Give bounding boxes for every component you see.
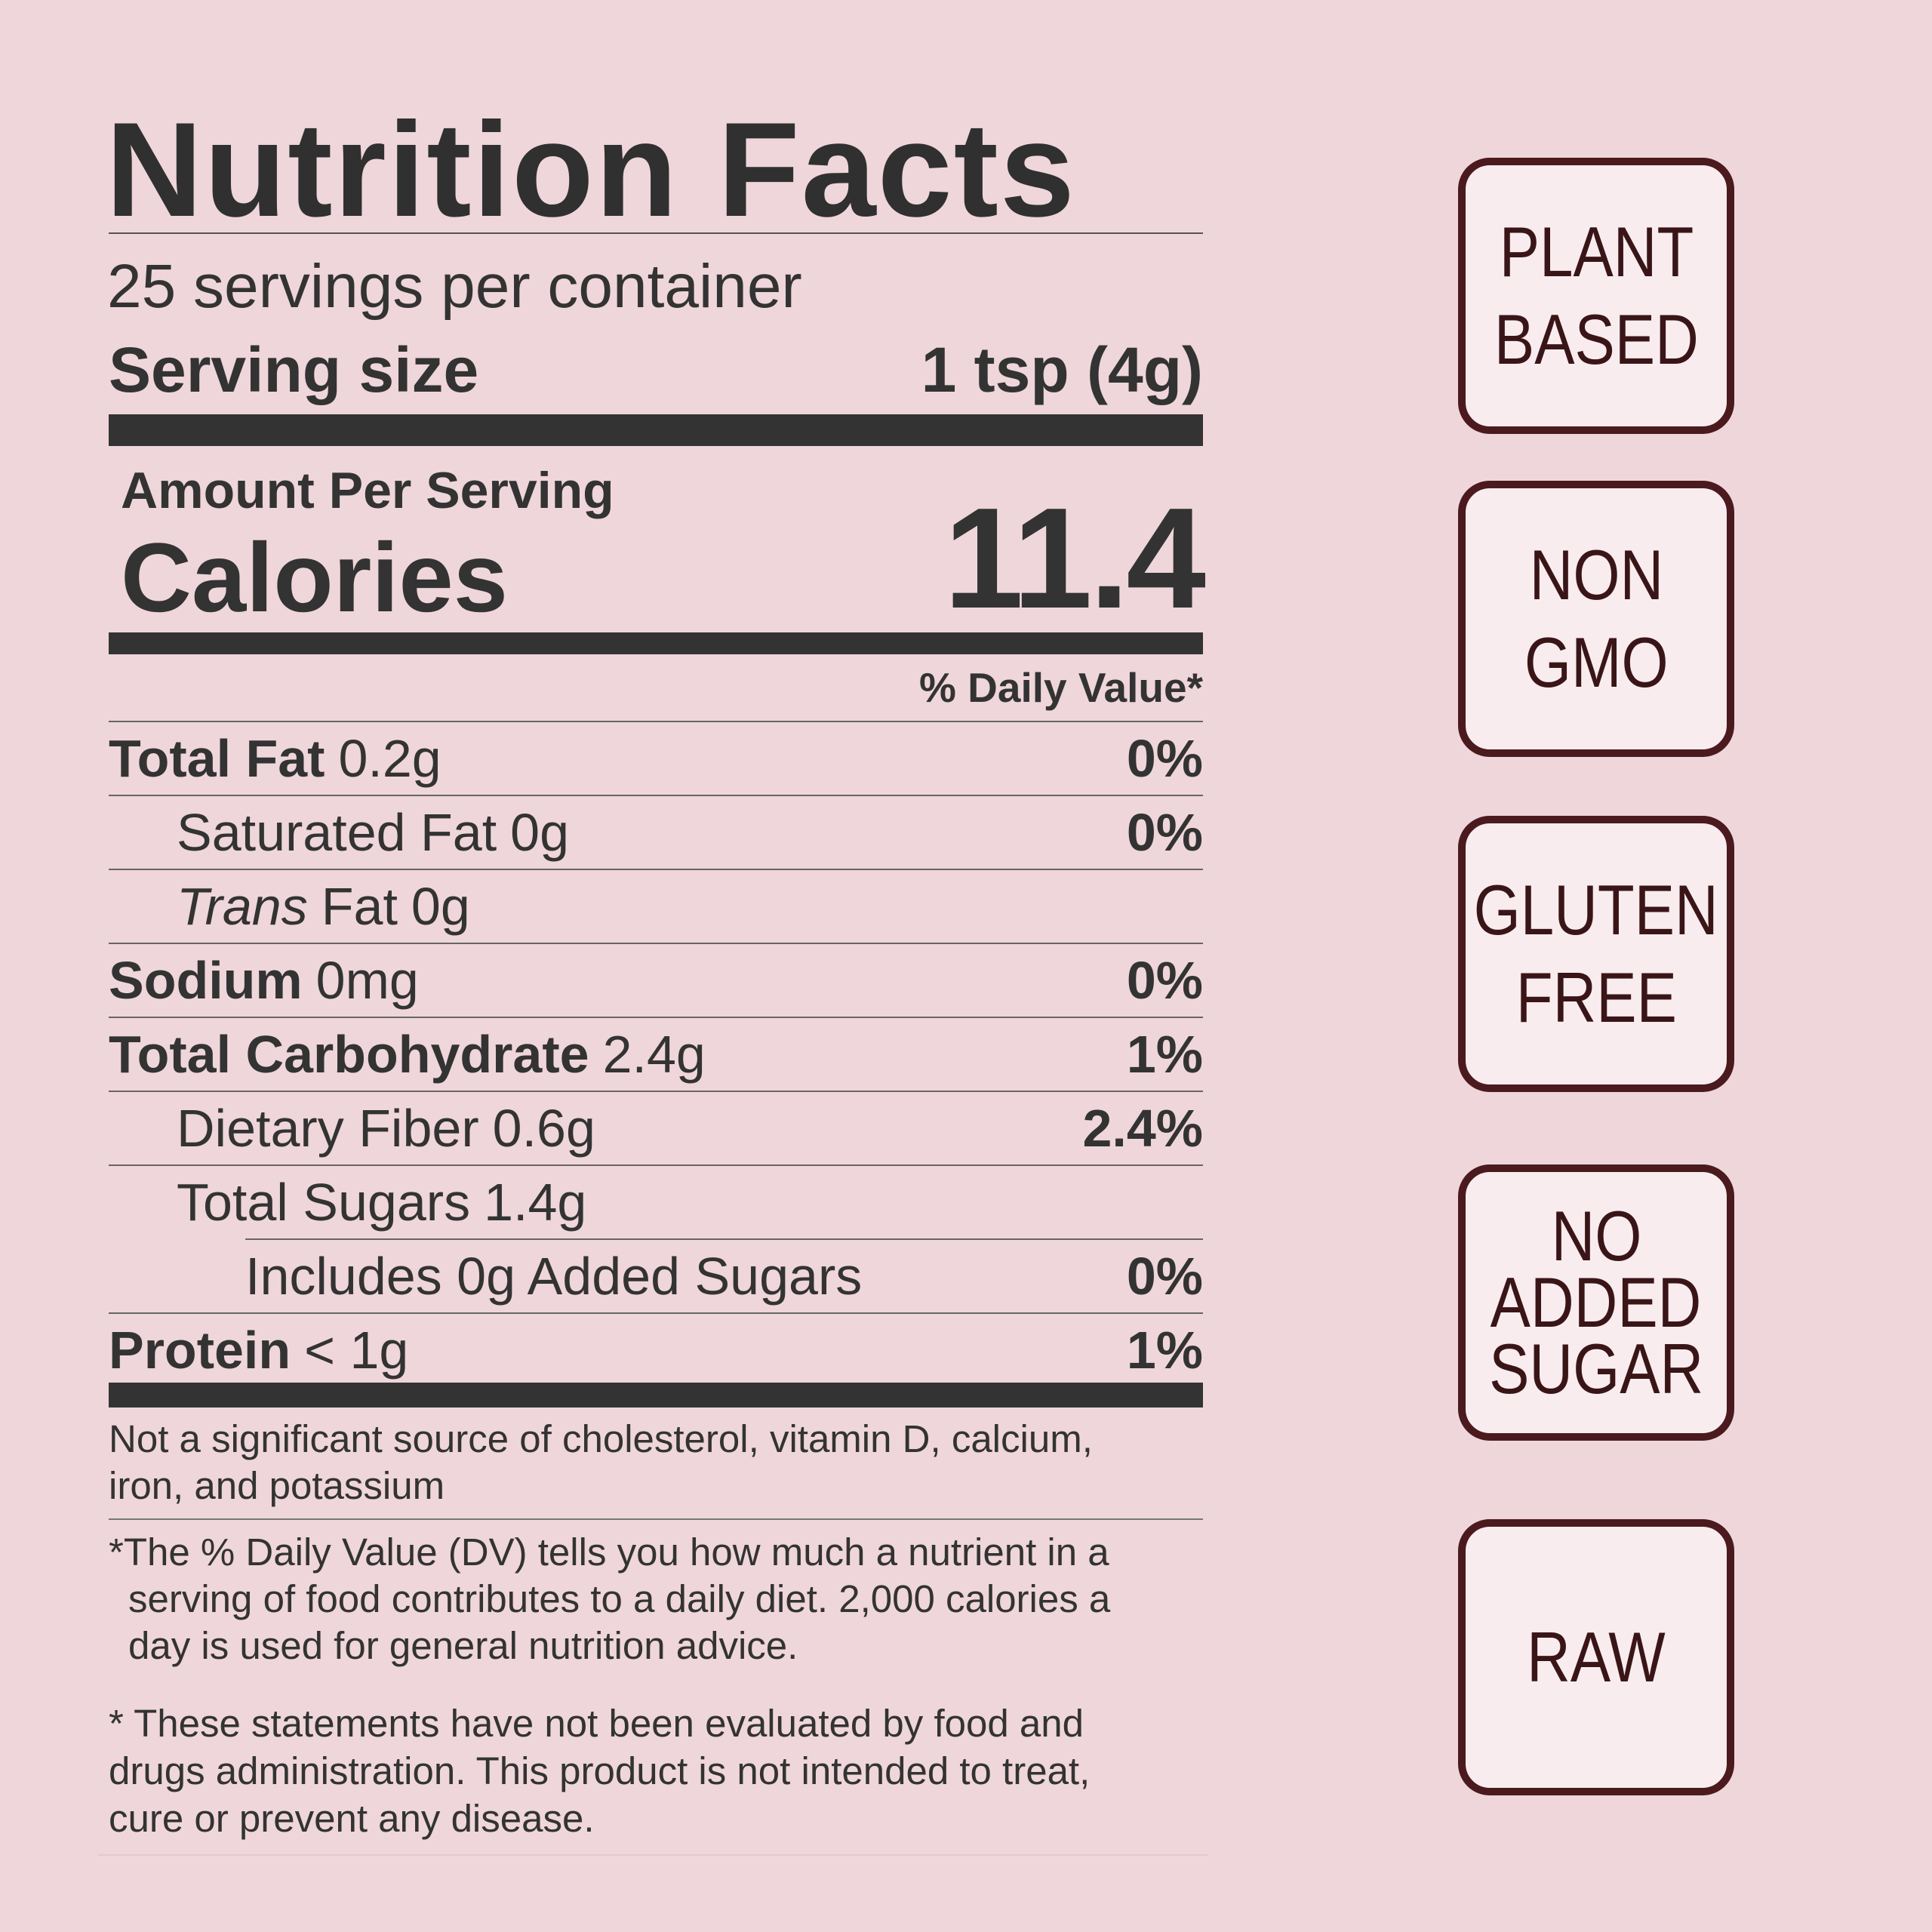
badge-text: NON: [1529, 535, 1663, 614]
badge: NO ADDED SUGAR: [1458, 1164, 1734, 1441]
nutrient-name-group: Sodium 0mg: [109, 950, 419, 1011]
badge: RAW: [1458, 1519, 1734, 1795]
nutrient-name: Total Carbohydrate: [109, 1025, 589, 1084]
badge: NON GMO: [1458, 481, 1734, 757]
nutrient-amount: 0.6g: [492, 1099, 595, 1158]
badge-text: ADDED: [1491, 1263, 1702, 1342]
rule: [109, 1518, 1203, 1520]
nutrient-row: Trans Fat 0g: [109, 869, 1203, 943]
daily-value: 0%: [1126, 729, 1203, 788]
daily-value: 1%: [1126, 1025, 1203, 1084]
thick-bar: [109, 414, 1203, 446]
nutrient-amount: 0mg: [315, 951, 419, 1010]
serving-size-value: 1 tsp (4g): [921, 334, 1203, 405]
badge: GLUTEN FREE: [1458, 816, 1734, 1092]
nutrient-row: Total Sugars 1.4g: [109, 1164, 1203, 1238]
nutrient-amount: 0g: [510, 803, 570, 862]
nutrient-name: Sodium: [109, 951, 303, 1010]
nutrient-name-italic: Trans: [177, 877, 308, 936]
nutrient-name-group: Total Sugars 1.4g: [177, 1172, 586, 1232]
footnote: *The % Daily Value (DV) tells you how mu…: [109, 1531, 1111, 1667]
title: Nutrition Facts: [106, 94, 1076, 245]
thick-bar: [109, 632, 1203, 654]
daily-value: 2.4%: [1082, 1099, 1203, 1158]
badge-text: NO: [1551, 1196, 1641, 1275]
nutrient-row: Dietary Fiber 0.6g 2.4%: [109, 1091, 1203, 1164]
nutrient-name-group: Saturated Fat 0g: [177, 802, 569, 863]
dv-header: % Daily Value*: [918, 664, 1203, 711]
nutrient-amount: 0g: [411, 877, 470, 936]
nutrient-name: Total Sugars: [177, 1173, 471, 1232]
badge-text: GLUTEN: [1473, 870, 1719, 949]
nutrient-name: Includes 0g Added Sugars: [245, 1247, 863, 1306]
nutrient-name: Saturated Fat: [177, 803, 497, 862]
badge-text: BASED: [1494, 300, 1699, 379]
badge: PLANT BASED: [1458, 158, 1734, 434]
nutrient-name: Total Fat: [109, 729, 325, 788]
nutrient-amount: 2.4g: [602, 1025, 706, 1084]
nutrient-name-group: Dietary Fiber 0.6g: [177, 1098, 595, 1158]
nutrient-row: Protein < 1g 1%: [109, 1312, 1203, 1386]
daily-value: 0%: [1126, 1247, 1203, 1306]
badge-text: GMO: [1524, 623, 1669, 702]
amount-per-serving: Amount Per Serving: [121, 462, 614, 519]
badge-text: SUGAR: [1488, 1329, 1704, 1408]
nutrient-amount: 1.4g: [484, 1173, 587, 1232]
servings: 25 servings per container: [107, 252, 802, 321]
nutrient-name-group: Protein < 1g: [109, 1320, 408, 1380]
badge-text: PLANT: [1499, 212, 1694, 291]
nutrient-name-group: Total Fat 0.2g: [109, 728, 441, 789]
rule: [109, 232, 1203, 234]
daily-value: 1%: [1126, 1321, 1203, 1380]
nutrient-amount: 0.2g: [338, 729, 441, 788]
nutrient-row: Sodium 0mg 0%: [109, 943, 1203, 1017]
calories-label: Calories: [121, 522, 509, 632]
daily-value: 0%: [1126, 951, 1203, 1010]
footnote: * These statements have not been evaluat…: [109, 1702, 1091, 1840]
nutrient-row: Total Fat 0.2g 0%: [109, 721, 1203, 795]
calories-value: 11.4: [943, 478, 1206, 638]
rule: [98, 1854, 1208, 1856]
nutrient-name-group: Includes 0g Added Sugars: [245, 1246, 862, 1306]
thick-bar: [109, 1383, 1203, 1407]
nutrient-row: Saturated Fat 0g 0%: [109, 795, 1203, 869]
nutrient-name-group: Trans Fat 0g: [177, 876, 470, 937]
nutrient-name-group: Total Carbohydrate 2.4g: [109, 1024, 706, 1084]
badge-text: RAW: [1527, 1617, 1666, 1697]
nutrient-row: Total Carbohydrate 2.4g 1%: [109, 1017, 1203, 1091]
serving-size-label: Serving size: [109, 334, 479, 405]
nutrient-amount: < 1g: [304, 1321, 409, 1380]
daily-value: 0%: [1126, 803, 1203, 862]
footnote: Not a significant source of cholesterol,…: [109, 1417, 1093, 1507]
nutrient-name: Protein: [109, 1321, 291, 1380]
nutrient-name: Dietary Fiber: [177, 1099, 479, 1158]
badge-text: FREE: [1515, 958, 1677, 1037]
serving-size-row: Serving size 1 tsp (4g): [109, 332, 1203, 408]
nutrient-name: Fat: [321, 877, 398, 936]
nutrient-row: Includes 0g Added Sugars 0%: [245, 1238, 1203, 1312]
